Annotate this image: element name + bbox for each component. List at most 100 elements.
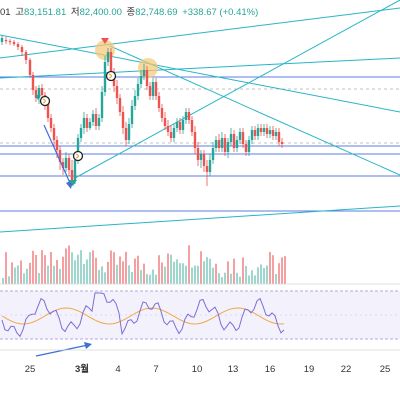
volume-bar [278,263,280,284]
trend-line [74,0,400,179]
low-value: 82,400.00 [79,7,122,18]
volume-bar [173,261,175,284]
rsi-lines [1,292,285,357]
candle-body [199,154,203,160]
trend-line [0,57,400,79]
volume-bar [167,253,169,284]
volume-bar [284,256,286,284]
candle-body [268,130,272,134]
date-label: 19 [304,364,315,375]
date-label: 7 [153,364,158,375]
candle-body [211,148,215,160]
candle-body [109,52,113,72]
candle-body [121,112,125,128]
volume-bar [239,276,241,284]
trend-lines [0,0,400,233]
close-label: 종 [126,7,136,18]
volume-bar [53,265,55,284]
open-fragment: 01 [0,7,11,18]
candle-body [166,126,170,132]
volume-bar [77,254,79,284]
volume-bar [5,252,7,284]
volume-bar [170,254,172,284]
candle-body [280,142,284,144]
candle-body [163,118,167,126]
volume-bar [164,266,166,284]
volume-bar [197,265,199,284]
candle-body [94,114,98,126]
volume-bar [224,272,226,284]
candle-body [70,170,74,180]
candle-body [217,140,221,148]
candle-body [91,114,95,122]
volume-bar [92,250,94,284]
candle-body [64,158,68,168]
volume-bar [113,252,115,284]
candle-body [118,98,122,112]
candle-body [67,158,71,170]
candle-body [79,128,83,138]
candle-body [193,132,197,148]
date-label: 22 [341,364,352,375]
rsi-line [1,292,285,338]
indicator-arrow-line [35,344,89,357]
volume-bar [71,252,73,284]
candle-body [52,128,56,140]
volume-bar [245,265,247,284]
candle-body [115,86,119,98]
volume-bar [62,256,64,284]
candle-body [34,90,38,98]
candle-body [154,82,158,96]
date-label: 25 [380,364,391,375]
volume-bar [119,256,121,284]
candle-body [169,132,173,138]
volume-bar [152,269,154,284]
ohlc-header: 01 고83,151.81 저82,400.00 종82,748.69 +338… [0,4,258,18]
candle-body [124,128,128,140]
volume-bar [44,255,46,284]
candle-body [208,160,212,172]
candle-body [127,124,131,140]
candle-body [256,128,260,136]
volume-bar [68,245,70,284]
volume-bar [236,272,238,284]
candle-body [133,96,137,106]
candle-body [220,138,224,148]
candle-body [244,144,248,152]
volume-bar [125,251,127,284]
volume-bar [35,255,37,284]
volume-bar [176,259,178,284]
volume-bar [104,272,106,284]
candle-body [160,108,164,118]
close-value: 82,748.69 [135,7,178,18]
volume-bar [155,274,157,284]
candle-body [4,40,8,42]
date-label: 4 [115,364,120,375]
candle-body [274,132,278,136]
volume-bar [122,261,124,284]
volume-bar [56,259,58,284]
volume-bar [233,258,235,284]
arrow-up-marker-icon [35,95,41,100]
date-label: 25 [25,364,36,375]
volume-bar [254,275,256,284]
volume-bar [218,273,220,284]
volume-bar [272,255,274,284]
candle-body [205,166,209,172]
candle-body [61,162,65,168]
volume-bars [2,245,286,284]
low-label: 저 [70,7,80,18]
volume-bar [188,245,190,284]
trend-line [109,45,400,176]
volume-bar [95,257,97,284]
candle-body [145,70,149,86]
volume-bar [17,265,19,284]
candle-body [214,140,218,148]
candle-body [250,130,254,140]
candle-body [175,122,179,128]
candle-body [82,118,86,128]
candle-body [8,41,12,43]
candle-body [58,150,62,162]
candle-body [37,88,41,98]
